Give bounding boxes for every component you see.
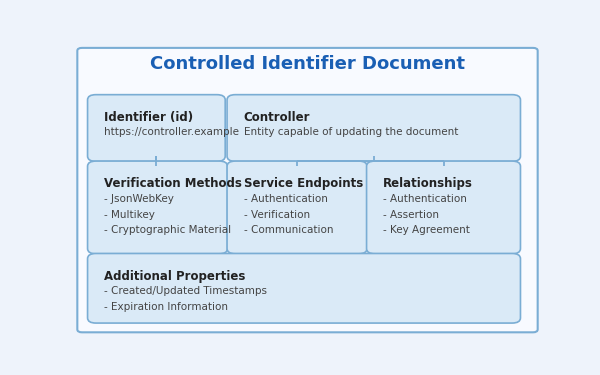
FancyBboxPatch shape — [88, 161, 227, 254]
FancyBboxPatch shape — [88, 254, 520, 323]
Text: Verification Methods: Verification Methods — [104, 177, 242, 190]
Text: Controlled Identifier Document: Controlled Identifier Document — [150, 55, 465, 73]
Text: - Cryptographic Material: - Cryptographic Material — [104, 225, 232, 236]
Text: - Verification: - Verification — [244, 210, 310, 220]
Text: Entity capable of updating the document: Entity capable of updating the document — [244, 127, 458, 137]
Text: - Authentication: - Authentication — [383, 194, 467, 204]
Text: - Communication: - Communication — [244, 225, 333, 236]
Text: Service Endpoints: Service Endpoints — [244, 177, 363, 190]
Text: Additional Properties: Additional Properties — [104, 270, 245, 283]
Text: - Multikey: - Multikey — [104, 210, 155, 220]
Text: - Assertion: - Assertion — [383, 210, 439, 220]
FancyBboxPatch shape — [77, 48, 538, 332]
Text: - Expiration Information: - Expiration Information — [104, 302, 228, 312]
Text: Relationships: Relationships — [383, 177, 473, 190]
FancyBboxPatch shape — [227, 94, 520, 161]
Text: https://controller.example: https://controller.example — [104, 127, 239, 137]
FancyBboxPatch shape — [367, 161, 520, 254]
Text: Identifier (id): Identifier (id) — [104, 111, 193, 124]
Text: - Authentication: - Authentication — [244, 194, 328, 204]
Text: Controller: Controller — [244, 111, 310, 124]
Text: - Created/Updated Timestamps: - Created/Updated Timestamps — [104, 286, 267, 296]
FancyBboxPatch shape — [227, 161, 367, 254]
FancyBboxPatch shape — [88, 94, 225, 161]
Text: - Key Agreement: - Key Agreement — [383, 225, 470, 236]
Text: - JsonWebKey: - JsonWebKey — [104, 194, 174, 204]
